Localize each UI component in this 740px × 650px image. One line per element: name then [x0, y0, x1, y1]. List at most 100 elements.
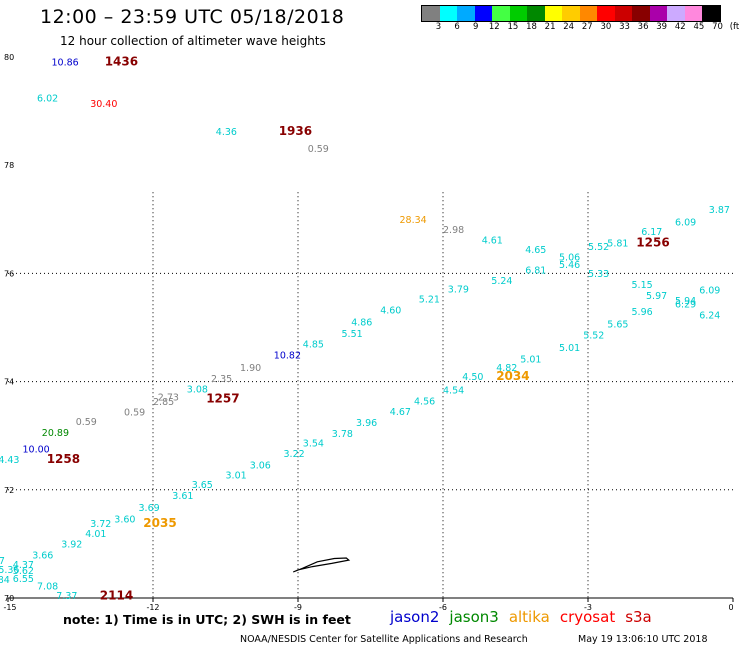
wave-height-label: 7.08 — [37, 581, 58, 592]
color-swatch — [579, 6, 597, 21]
wave-height-label: 3.06 — [250, 461, 271, 472]
wave-height-label: 3.65 — [192, 480, 213, 491]
wave-height-label: 2.98 — [443, 225, 464, 236]
color-scale-bar — [421, 5, 721, 22]
wave-height-label: 3.78 — [332, 429, 353, 440]
wave-height-label: 5.01 — [559, 343, 580, 354]
map-title: 12:00 – 23:59 UTC 05/18/2018 — [40, 6, 345, 28]
color-scale-label: (ft) — [729, 22, 740, 32]
wave-height-label: 3.60 — [114, 514, 135, 525]
wave-height-label: 6.02 — [37, 93, 58, 104]
pass-time-label: 2035 — [143, 516, 176, 530]
color-swatch — [597, 6, 615, 21]
wave-height-label: 4.82 — [496, 363, 517, 374]
y-tick-label: 76 — [4, 269, 14, 278]
wave-height-label: 4.67 — [390, 407, 411, 418]
color-swatch — [667, 6, 685, 21]
wave-height-label: 4.85 — [303, 340, 324, 351]
y-tick-label: 74 — [4, 378, 14, 387]
x-tick-label: -15 — [3, 603, 16, 612]
wave-height-label: 5.81 — [607, 238, 628, 249]
wave-height-label: 6.29 — [675, 300, 696, 311]
wave-height-label: 5.62 — [13, 566, 34, 577]
satellite-label-jason3: jason3 — [449, 608, 499, 626]
island-coastline — [292, 557, 351, 573]
color-swatch — [544, 6, 562, 21]
color-scale-label: 24 — [563, 22, 575, 32]
color-swatch — [509, 6, 527, 21]
wave-height-label: 0.59 — [308, 144, 329, 155]
wave-height-label: 4.01 — [85, 529, 106, 540]
map-subtitle: 12 hour collection of altimeter wave hei… — [60, 34, 326, 48]
color-scale-label: 9 — [472, 22, 479, 32]
wave-height-label: 3.08 — [187, 384, 208, 395]
wave-height-label: 7.37 — [56, 591, 77, 602]
y-tick-label: 70 — [4, 594, 14, 603]
color-scale-label: 6 — [454, 22, 460, 32]
wave-height-label: 20.89 — [42, 428, 69, 439]
wave-height-label: 5.15 — [632, 280, 653, 291]
color-scale-label: 70 — [712, 22, 723, 32]
wave-height-label: 3.92 — [61, 540, 82, 551]
wave-height-label: 5.33 — [588, 269, 609, 280]
satellite-legend: jason2 jason3 altika cryosat s3a — [390, 608, 662, 626]
wave-height-label: 5.06 — [559, 252, 580, 263]
wave-height-label: 4.37 — [13, 560, 34, 571]
wave-height-label: 6.17 — [641, 227, 662, 238]
wave-height-label: 6.84 — [0, 575, 10, 586]
color-scale-label: 15 — [507, 22, 519, 32]
wave-height-label: 5.94 — [675, 296, 696, 307]
satellite-label-cryosat: cryosat — [559, 608, 616, 626]
wave-height-label: 5.07 — [0, 556, 5, 567]
map-grid — [8, 192, 733, 598]
wave-height-label: 4.36 — [216, 127, 237, 138]
wave-height-label: 6.09 — [699, 285, 720, 296]
color-scale-label: 27 — [581, 22, 593, 32]
wave-height-label: 4.65 — [525, 245, 546, 256]
x-tick-label: -3 — [584, 603, 592, 612]
wave-height-label: 5.36 — [0, 565, 19, 576]
wave-height-label: 5.96 — [632, 307, 653, 318]
wave-height-label: 5.65 — [607, 320, 628, 331]
color-swatch — [702, 6, 720, 21]
wave-height-label: 5.97 — [646, 291, 667, 302]
wave-height-label: 10.86 — [52, 58, 79, 69]
land-outline — [292, 557, 351, 573]
wave-height-label: 6.55 — [13, 574, 34, 585]
pass-time-label: 1436 — [105, 55, 138, 69]
wave-height-label: 2.73 — [158, 393, 179, 404]
wave-height-label: 5.21 — [419, 295, 440, 306]
wave-height-label: 0.59 — [124, 408, 145, 419]
pass-time-label: 2114 — [100, 589, 133, 603]
color-swatch — [439, 6, 457, 21]
color-scale-label: 12 — [488, 22, 500, 32]
wave-height-label: 4.54 — [443, 386, 464, 397]
observation-labels: 10.86 1436 6.02 30.40 4.36 1936 0.59 28.34 2.98 4… — [0, 55, 730, 603]
satellite-label-altika: altika — [508, 608, 550, 626]
satellite-label-jason2: jason2 — [390, 608, 440, 626]
color-swatch — [474, 6, 492, 21]
pass-time-label: 1256 — [636, 235, 669, 249]
color-scale-label: 18 — [526, 22, 537, 32]
wave-height-label: 6.09 — [675, 217, 696, 228]
wave-height-label: 3.72 — [90, 519, 111, 530]
pass-time-label: 2034 — [496, 369, 529, 383]
y-tick-label: 72 — [4, 486, 14, 495]
wave-height-label: 3.61 — [172, 491, 193, 502]
color-scale-label: 42 — [674, 22, 686, 32]
wave-height-label: 3.69 — [139, 503, 160, 514]
wave-height-label: 4.61 — [482, 236, 503, 247]
color-swatch — [457, 6, 475, 21]
pass-time-label: 1936 — [279, 124, 312, 138]
color-swatch — [684, 6, 702, 21]
footnote: note: 1) Time is in UTC; 2) SWH is in fe… — [63, 612, 351, 627]
wave-height-label: 3.01 — [226, 470, 247, 481]
color-scale-label: 33 — [619, 22, 630, 32]
wave-height-label: 4.56 — [414, 396, 435, 407]
wave-height-label: 2.35 — [211, 374, 232, 385]
wave-height-label: 3.79 — [448, 284, 469, 295]
wave-height-label: 30.40 — [90, 99, 117, 110]
wave-height-label: 5.46 — [559, 260, 580, 271]
